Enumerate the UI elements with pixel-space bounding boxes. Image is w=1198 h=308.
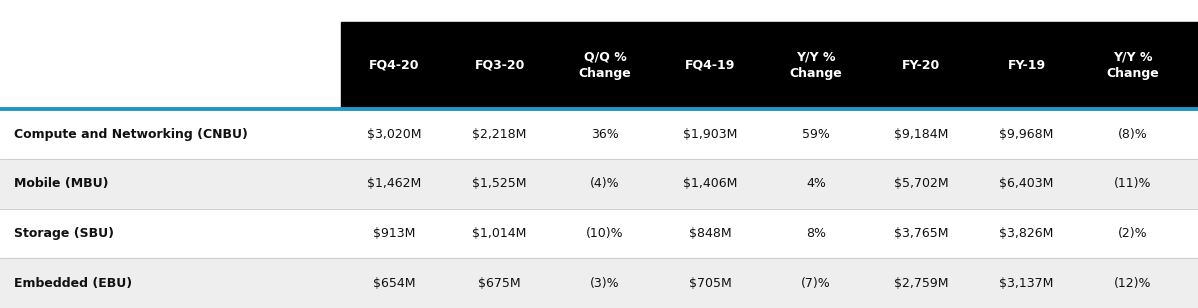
Text: (11)%: (11)% bbox=[1114, 177, 1151, 190]
Text: 36%: 36% bbox=[591, 128, 619, 141]
Text: FQ4-20: FQ4-20 bbox=[369, 59, 419, 72]
Text: (12)%: (12)% bbox=[1114, 277, 1151, 290]
Text: Mobile (MBU): Mobile (MBU) bbox=[14, 177, 109, 190]
Text: $3,765M: $3,765M bbox=[894, 227, 949, 240]
Text: Y/Y %
Change: Y/Y % Change bbox=[789, 51, 842, 80]
Text: $3,020M: $3,020M bbox=[367, 128, 422, 141]
Text: $848M: $848M bbox=[689, 227, 732, 240]
Text: (2)%: (2)% bbox=[1118, 227, 1148, 240]
Text: $705M: $705M bbox=[689, 277, 732, 290]
Text: (4)%: (4)% bbox=[591, 177, 619, 190]
Text: Compute and Networking (CNBU): Compute and Networking (CNBU) bbox=[14, 128, 248, 141]
Text: (7)%: (7)% bbox=[801, 277, 830, 290]
Bar bbox=[341, 22, 1198, 109]
Text: $1,462M: $1,462M bbox=[367, 177, 422, 190]
Text: (8)%: (8)% bbox=[1118, 128, 1148, 141]
Text: $2,759M: $2,759M bbox=[894, 277, 949, 290]
Text: $1,903M: $1,903M bbox=[683, 128, 738, 141]
Text: FY-20: FY-20 bbox=[902, 59, 940, 72]
Text: Y/Y %
Change: Y/Y % Change bbox=[1106, 51, 1160, 80]
Text: Embedded (EBU): Embedded (EBU) bbox=[14, 277, 133, 290]
Text: $1,014M: $1,014M bbox=[472, 227, 527, 240]
Text: $3,137M: $3,137M bbox=[999, 277, 1054, 290]
Bar bbox=[0, 258, 1198, 308]
Text: $1,525M: $1,525M bbox=[472, 177, 527, 190]
Text: (3)%: (3)% bbox=[591, 277, 619, 290]
Text: $913M: $913M bbox=[373, 227, 416, 240]
Text: FQ3-20: FQ3-20 bbox=[474, 59, 525, 72]
Text: Q/Q %
Change: Q/Q % Change bbox=[579, 51, 631, 80]
Text: FY-19: FY-19 bbox=[1008, 59, 1046, 72]
Text: (10)%: (10)% bbox=[586, 227, 624, 240]
Text: FQ4-19: FQ4-19 bbox=[685, 59, 736, 72]
Text: $5,702M: $5,702M bbox=[894, 177, 949, 190]
Text: $9,184M: $9,184M bbox=[894, 128, 949, 141]
Text: $2,218M: $2,218M bbox=[472, 128, 527, 141]
Text: $1,406M: $1,406M bbox=[683, 177, 738, 190]
Text: $675M: $675M bbox=[478, 277, 521, 290]
Text: 59%: 59% bbox=[801, 128, 830, 141]
Text: $3,826M: $3,826M bbox=[999, 227, 1054, 240]
Text: Storage (SBU): Storage (SBU) bbox=[14, 227, 114, 240]
Text: $654M: $654M bbox=[373, 277, 416, 290]
Bar bbox=[0, 209, 1198, 258]
Text: $6,403M: $6,403M bbox=[999, 177, 1054, 190]
Text: 4%: 4% bbox=[806, 177, 825, 190]
Text: 8%: 8% bbox=[806, 227, 825, 240]
Bar bbox=[0, 109, 1198, 159]
Bar bbox=[0, 159, 1198, 209]
Text: $9,968M: $9,968M bbox=[999, 128, 1054, 141]
